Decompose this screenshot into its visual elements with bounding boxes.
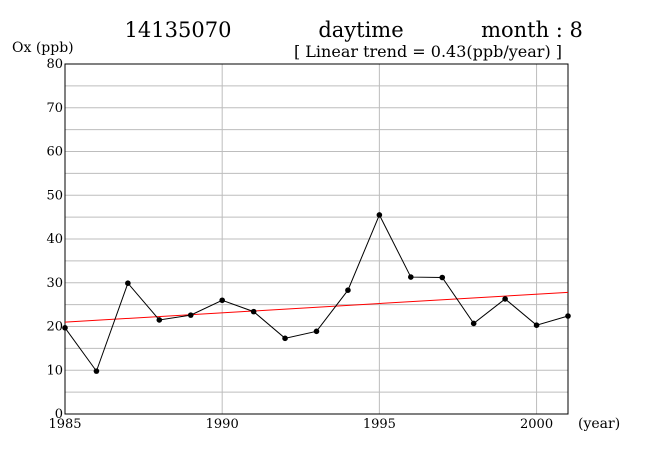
data-point	[219, 297, 225, 304]
y-tick-label: 40	[46, 232, 63, 247]
y-tick-label: 60	[46, 145, 63, 160]
tick-labels: 0 10 20 30 40 50 60 70 80 1985 1990 1995 2000	[46, 57, 553, 432]
series-line	[64, 213, 569, 373]
period-label: daytime	[318, 18, 403, 42]
data-point	[408, 274, 414, 280]
data-point	[282, 335, 288, 342]
y-tick-label: 70	[46, 101, 63, 116]
y-tick-label: 80	[46, 57, 63, 72]
data-point	[376, 212, 383, 218]
data-point	[62, 325, 68, 331]
trend-line	[64, 291, 569, 323]
data-points	[62, 212, 571, 374]
y-tick-label: 30	[46, 276, 63, 291]
y-tick-label: 0	[55, 407, 63, 422]
data-point	[313, 328, 320, 335]
x-tick-label: 1990	[206, 417, 239, 432]
data-point	[250, 308, 257, 315]
x-tick-label: 2000	[520, 417, 553, 432]
plot-frame	[64, 63, 569, 415]
data-point	[502, 296, 508, 302]
trend-label: [ Linear trend = 0.43(ppb/year) ]	[294, 42, 562, 61]
y-tick-label: 50	[46, 188, 63, 203]
y-tick-label: 20	[46, 320, 63, 335]
station-id: 14135070	[125, 18, 232, 42]
data-point	[565, 313, 571, 319]
data-point	[470, 320, 477, 327]
y-tick-label: 10	[46, 363, 63, 378]
data-point	[439, 274, 446, 281]
data-point	[156, 317, 163, 323]
y-axis-label: Ox (ppb)	[12, 40, 74, 56]
grid	[65, 64, 568, 414]
month-label: month : 8	[481, 18, 583, 42]
data-point	[125, 280, 131, 286]
data-point	[187, 312, 194, 318]
data-point	[93, 368, 100, 374]
data-point	[533, 322, 540, 328]
x-tick-label: 1995	[363, 417, 396, 432]
x-axis-label: (year)	[578, 416, 620, 432]
data-point	[345, 287, 351, 293]
x-tick-label: 1985	[48, 417, 81, 432]
